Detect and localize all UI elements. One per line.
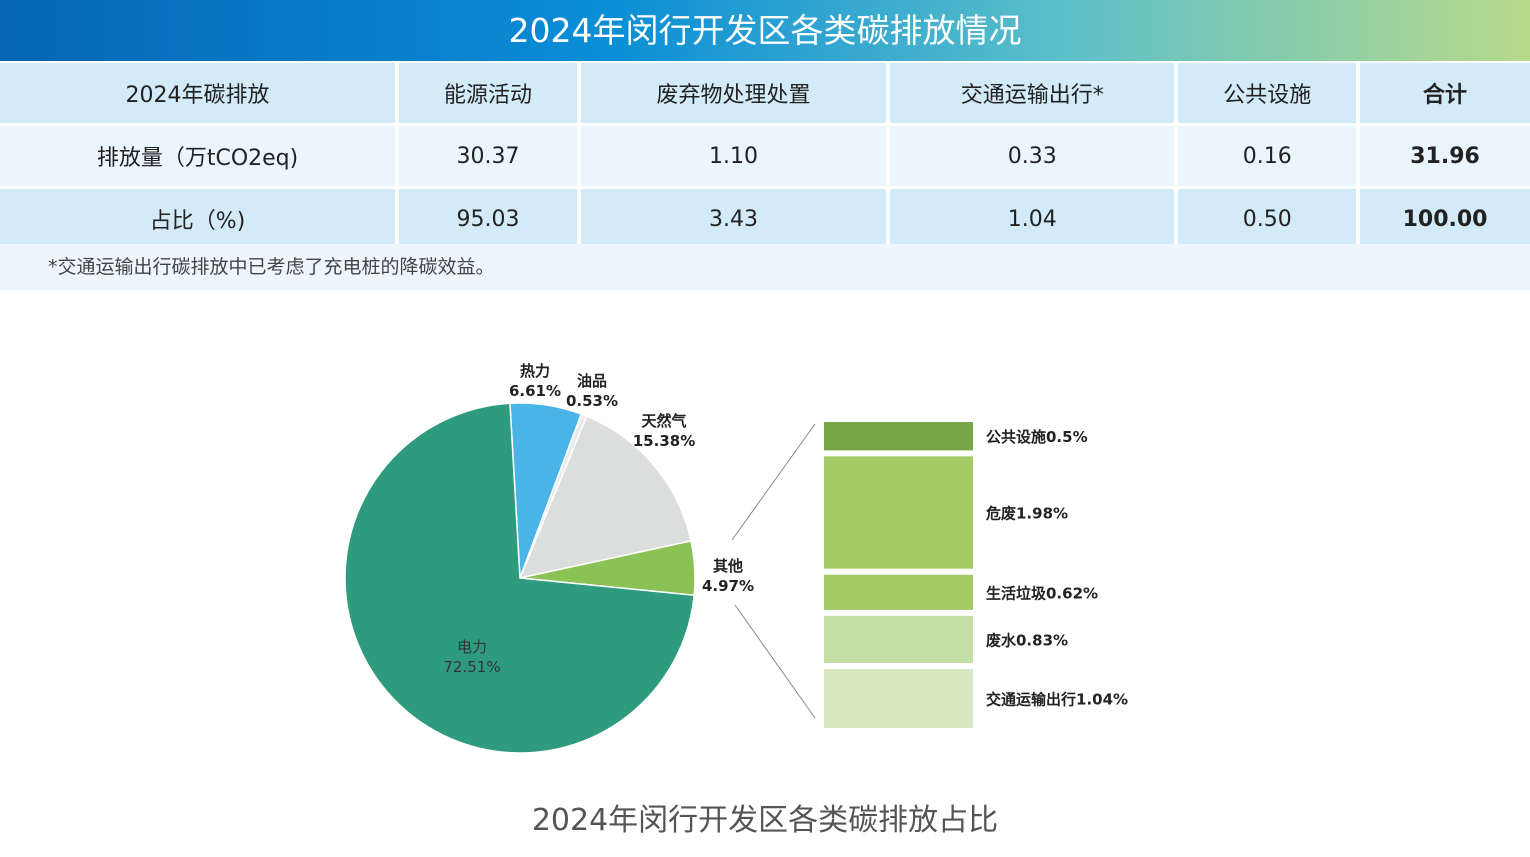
breakdown-bar-0	[824, 422, 973, 451]
slice-label: 热力	[520, 362, 550, 380]
cell: 95.03	[397, 187, 581, 252]
slice-label: 天然气	[641, 412, 686, 430]
footnote: *交通运输出行碳排放中已考虑了充电桩的降碳效益。	[0, 244, 1530, 290]
header-cell: 能源活动	[397, 63, 581, 126]
slice-label: 其他	[713, 557, 743, 575]
connector-line	[734, 604, 816, 719]
page-title: 2024年闵行开发区各类碳排放情况	[0, 0, 1530, 61]
pie-slice-2	[518, 415, 692, 580]
breakdown-bar-1	[824, 456, 973, 569]
cell: 0.16	[1176, 124, 1361, 189]
chart-title: 2024年闵行开发区各类碳排放占比	[531, 803, 999, 838]
cell: 0.33	[888, 124, 1179, 189]
slice-label: 油品	[577, 372, 607, 390]
header-cell: 公共设施	[1176, 63, 1361, 126]
breakdown-label: 公共设施0.5%	[986, 428, 1088, 446]
breakdown-label: 危废1.98%	[986, 505, 1068, 523]
header-cell: 废弃物处理处置	[578, 63, 891, 126]
connector-line	[731, 423, 816, 541]
emissions-table: 2024年碳排放 能源活动 废弃物处理处置 交通运输出行* 公共设施 合计 排放…	[0, 63, 1530, 252]
breakdown-bar-4	[824, 668, 973, 728]
slice-label: 电力	[457, 638, 487, 656]
slice-value-label: 72.51%	[443, 658, 500, 676]
cell: 0.50	[1176, 187, 1361, 252]
cell: 占比（%)	[0, 187, 400, 252]
cell: 100.00	[1358, 187, 1530, 252]
cell: 3.43	[578, 187, 891, 252]
header-cell: 交通运输出行*	[888, 63, 1179, 126]
header-cell: 合计	[1358, 63, 1530, 126]
breakdown-bar-2	[824, 574, 973, 610]
breakdown-label: 生活垃圾0.62%	[986, 584, 1098, 602]
breakdown-label: 废水0.83%	[986, 631, 1068, 649]
slice-value-label: 0.53%	[566, 392, 618, 410]
cell: 1.04	[888, 187, 1179, 252]
table-header-row: 2024年碳排放 能源活动 废弃物处理处置 交通运输出行* 公共设施 合计	[0, 63, 1530, 126]
table-row: 占比（%) 95.03 3.43 1.04 0.50 100.00	[0, 187, 1530, 252]
cell: 排放量（万tCO2eq)	[0, 124, 400, 189]
pie-slice-4	[344, 402, 695, 754]
cell: 30.37	[397, 124, 581, 189]
breakdown-bar-3	[824, 615, 973, 663]
cell: 31.96	[1358, 124, 1530, 189]
table-row: 排放量（万tCO2eq) 30.37 1.10 0.33 0.16 31.96	[0, 124, 1530, 189]
slice-value-label: 15.38%	[633, 432, 695, 450]
cell: 1.10	[578, 124, 891, 189]
header-cell: 2024年碳排放	[0, 63, 400, 126]
breakdown-label: 交通运输出行1.04%	[986, 690, 1128, 708]
slice-value-label: 6.61%	[509, 382, 561, 400]
slice-value-label: 4.97%	[702, 577, 754, 595]
